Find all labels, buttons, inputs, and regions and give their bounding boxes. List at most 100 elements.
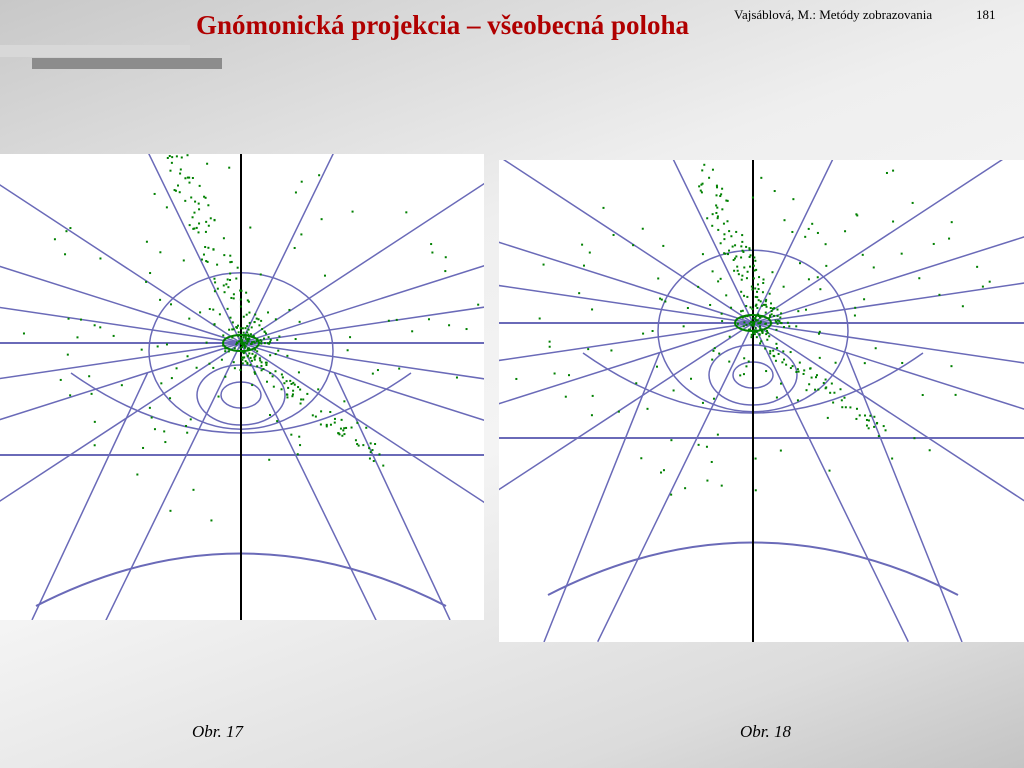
coastline-dot — [863, 362, 866, 365]
coastline-dot — [190, 196, 193, 199]
coastline-dot — [746, 295, 749, 298]
meridian-line — [752, 160, 834, 324]
coastline-dot — [198, 222, 201, 225]
coastline-dot — [775, 328, 778, 331]
coastline-dot — [268, 458, 271, 461]
coastline-dot — [834, 361, 837, 364]
coastline-dot — [755, 303, 758, 306]
coastline-dot — [236, 342, 239, 345]
coastline-dot — [214, 281, 217, 284]
coastline-dot — [826, 416, 829, 419]
coastline-dot — [913, 437, 916, 440]
coastline-dot — [617, 410, 620, 413]
coastline-dot — [796, 399, 799, 402]
coastline-dot — [719, 195, 722, 198]
coastline-dot — [760, 176, 763, 179]
coastline-dot — [749, 265, 752, 268]
coastline-dot — [176, 184, 179, 187]
coastline-dot — [204, 230, 207, 233]
meridian-line — [240, 342, 377, 620]
coastline-dot — [769, 307, 772, 310]
coastline-dot — [751, 196, 754, 199]
coastline-dot — [204, 246, 207, 249]
coastline-dot — [263, 342, 266, 345]
coastline-dot — [349, 336, 352, 339]
coastline-dot — [274, 318, 277, 321]
coastline-dot — [53, 238, 56, 241]
coastline-dot — [726, 199, 729, 202]
coastline-dot — [900, 252, 903, 255]
coastline-dot — [632, 244, 635, 247]
coastline-dot — [120, 384, 123, 387]
coastline-dot — [753, 333, 756, 336]
coastline-dot — [293, 383, 296, 386]
coastline-dot — [759, 320, 762, 323]
coastline-dot — [768, 292, 771, 295]
coastline-dot — [228, 166, 231, 169]
coastline-dot — [759, 342, 762, 345]
coastline-dot — [728, 360, 731, 363]
coastline-dot — [246, 347, 249, 350]
coastline-dot — [582, 264, 585, 267]
coastline-dot — [756, 296, 759, 299]
coastline-dot — [248, 321, 251, 324]
coastline-dot — [65, 230, 68, 233]
coastline-dot — [239, 341, 242, 344]
coastline-dot — [781, 361, 784, 364]
coastline-dot — [169, 509, 172, 512]
coastline-dot — [165, 343, 168, 346]
coastline-dot — [788, 325, 791, 328]
coastline-dot — [244, 360, 247, 363]
coastline-dot — [664, 300, 667, 303]
coastline-dot — [867, 419, 870, 422]
coastline-dot — [938, 293, 941, 296]
coastline-dot — [765, 329, 768, 332]
coastline-dot — [701, 401, 704, 404]
coastline-dot — [760, 304, 763, 307]
coastline-dot — [382, 464, 385, 467]
coastline-dot — [651, 330, 654, 333]
coastline-dot — [783, 358, 786, 361]
coastline-dot — [342, 429, 345, 432]
coastline-dot — [701, 182, 704, 185]
coastline-dot — [244, 337, 247, 340]
coastline-dot — [448, 324, 451, 327]
coastline-dot — [298, 320, 301, 323]
coastline-dot — [88, 375, 91, 378]
coastline-dot — [229, 272, 232, 275]
coastline-dot — [231, 336, 234, 339]
coastline-dot — [163, 430, 166, 433]
coastline-dot — [808, 383, 811, 386]
coastline-dot — [290, 433, 293, 436]
coastline-dot — [863, 298, 866, 301]
meridian-line — [31, 372, 149, 620]
coastline-dot — [602, 206, 605, 209]
coastline-dot — [268, 342, 271, 345]
coastline-dot — [235, 343, 238, 346]
author-line: Vajsáblová, M.: Metódy zobrazovania — [734, 7, 933, 22]
coastline-dot — [715, 204, 718, 207]
coastline-dot — [188, 224, 191, 227]
coastline-dot — [734, 244, 737, 247]
coastline-dot — [791, 365, 794, 368]
coastline-dot — [748, 248, 751, 251]
coastline-dot — [356, 421, 359, 424]
coastline-dot — [351, 210, 354, 213]
coastline-dot — [240, 289, 243, 292]
coastline-dot — [291, 393, 294, 396]
coastline-dot — [775, 342, 778, 345]
coastline-dot — [260, 319, 263, 322]
coastline-dot — [768, 335, 771, 338]
coastline-dot — [828, 469, 831, 472]
coastline-dot — [816, 231, 819, 234]
coastline-dot — [444, 256, 447, 259]
coastline-dot — [815, 374, 818, 377]
coastline-dot — [711, 168, 714, 171]
coastline-dot — [735, 255, 738, 258]
coastline-dot — [662, 469, 665, 472]
coastline-dot — [771, 307, 774, 310]
coastline-dot — [761, 330, 764, 333]
coastline-dot — [224, 350, 227, 353]
coastline-dot — [779, 316, 782, 319]
